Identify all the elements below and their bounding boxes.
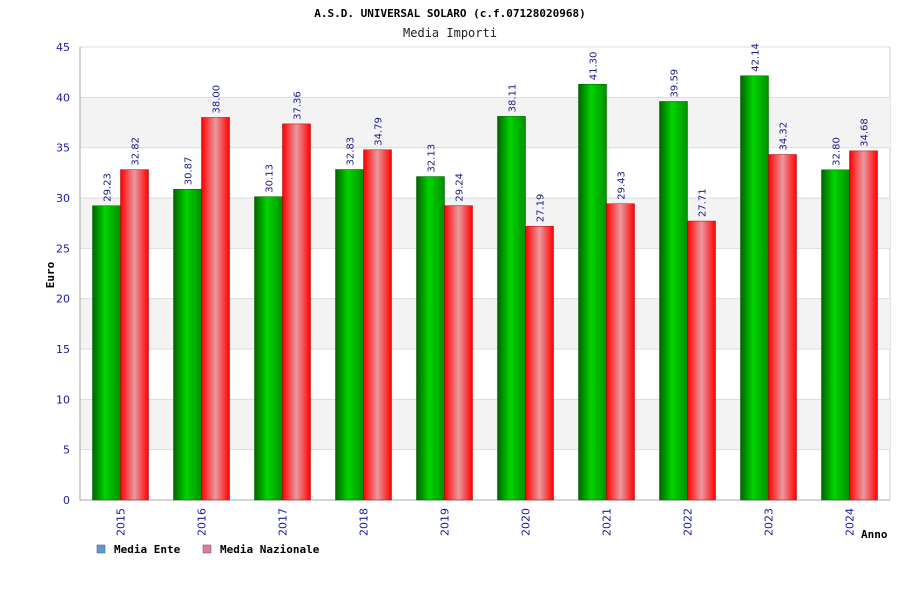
y-tick-label: 25	[56, 242, 70, 255]
bar-media-ente-2023	[740, 75, 769, 501]
bar-media-nazionale-2019	[444, 205, 473, 501]
bar-value-label: 34.79	[374, 117, 385, 146]
y-tick-label: 40	[56, 91, 70, 104]
bar-media-nazionale-2015	[120, 169, 149, 501]
x-tick-label: 2018	[358, 508, 371, 536]
x-tick-label: 2016	[196, 508, 209, 536]
bar-value-label: 38.00	[212, 85, 223, 114]
bar-media-ente-2016	[173, 188, 202, 501]
bar-media-ente-2021	[578, 83, 607, 501]
x-tick-label: 2024	[844, 508, 857, 536]
bar-value-label: 30.13	[265, 164, 276, 193]
y-tick-label: 35	[56, 142, 70, 155]
bar-media-nazionale-2024	[849, 150, 878, 501]
legend-swatch	[96, 544, 106, 554]
x-axis-label: Anno	[861, 528, 888, 541]
bar-media-ente-2017	[254, 196, 283, 501]
bar-value-label: 29.24	[455, 173, 466, 202]
legend-label: Media Ente	[114, 543, 181, 556]
bar-value-labels: 29.23 32.82 30.87 38.00 30.13 37.36 32.83 34.79…	[103, 43, 871, 222]
bar-value-label: 38.11	[508, 84, 519, 113]
bar-value-label: 37.36	[293, 91, 304, 120]
bar-media-ente-2019	[416, 176, 445, 501]
bar-value-label: 39.59	[670, 69, 681, 98]
bar-value-label: 32.82	[131, 137, 142, 166]
bar-media-ente-2024	[821, 169, 850, 501]
bar-value-label: 32.13	[427, 144, 438, 173]
bar-media-nazionale-2021	[606, 203, 635, 501]
y-axis-label: Euro	[44, 261, 57, 288]
bar-media-nazionale-2022	[687, 220, 716, 501]
x-tick-label: 2021	[601, 508, 614, 536]
bar-media-ente-2022	[659, 101, 688, 501]
bar-value-label: 29.23	[103, 173, 114, 202]
x-tick-label: 2015	[115, 508, 128, 536]
x-tick-label: 2019	[439, 508, 452, 536]
bar-value-label: 34.68	[860, 118, 871, 147]
bar-value-label: 29.43	[617, 171, 628, 200]
bar-media-ente-2018	[335, 169, 364, 501]
bar-media-nazionale-2018	[363, 149, 392, 501]
bar-media-nazionale-2016	[201, 117, 230, 501]
legend-label: Media Nazionale	[220, 543, 320, 556]
y-axis-ticks: 0 5 10 15 20 25 30 35 40 45	[56, 41, 70, 507]
y-tick-label: 5	[63, 444, 70, 457]
bar-value-label: 32.80	[832, 137, 843, 166]
bar-media-nazionale-2020	[525, 226, 554, 501]
bar-value-label: 27.71	[698, 188, 709, 217]
y-tick-label: 15	[56, 343, 70, 356]
legend-swatch	[202, 544, 212, 554]
bar-value-label: 32.83	[346, 137, 357, 166]
bar-value-label: 42.14	[751, 43, 762, 72]
chart-title: A.S.D. UNIVERSAL SOLARO (c.f.07128020968…	[314, 7, 586, 20]
x-tick-label: 2020	[520, 508, 533, 536]
y-tick-label: 20	[56, 293, 70, 306]
bar-media-ente-2015	[92, 205, 121, 501]
x-axis-ticks: 2015 2016 2017 2018 2019 2020 2021 2022 2023 2024	[115, 508, 857, 536]
bars	[92, 75, 878, 501]
y-tick-label: 0	[63, 494, 70, 507]
bar-media-ente-2020	[497, 116, 526, 501]
y-tick-label: 30	[56, 192, 70, 205]
x-tick-label: 2023	[763, 508, 776, 536]
bar-value-label: 34.32	[779, 122, 790, 151]
chart-subtitle: Media Importi	[403, 26, 497, 40]
legend: Media Ente Media Nazionale	[96, 543, 320, 556]
bar-value-label: 41.30	[589, 52, 600, 81]
y-tick-label: 10	[56, 393, 70, 406]
bar-value-label: 27.19	[536, 194, 547, 223]
bar-media-nazionale-2023	[768, 154, 797, 501]
x-tick-label: 2022	[682, 508, 695, 536]
x-tick-label: 2017	[277, 508, 290, 536]
bar-value-label: 30.87	[184, 157, 195, 186]
y-tick-label: 45	[56, 41, 70, 54]
bar-media-nazionale-2017	[282, 123, 311, 501]
